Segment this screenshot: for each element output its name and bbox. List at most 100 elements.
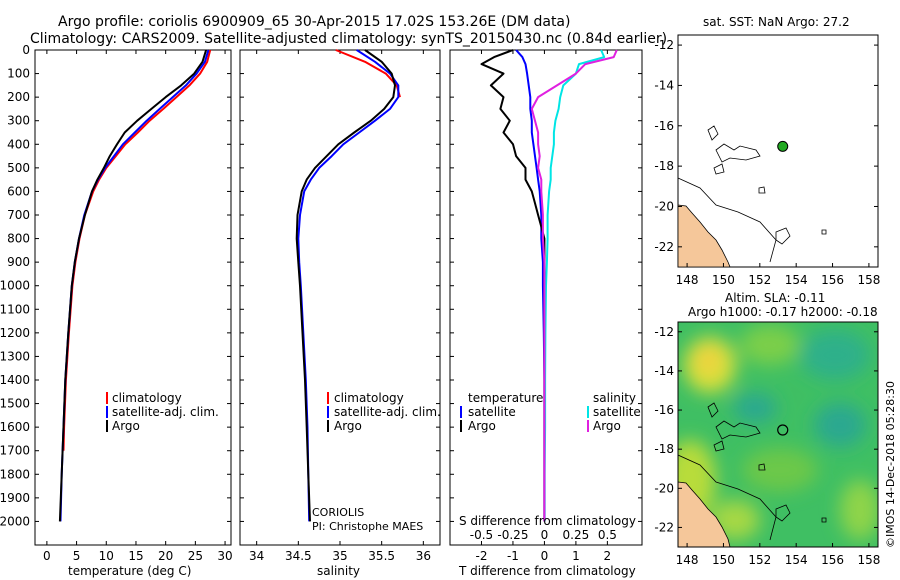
legend-header-temperature: temperature bbox=[468, 391, 543, 405]
legend-label-argo: Argo bbox=[334, 419, 362, 433]
series-line-sat_salinity bbox=[543, 49, 606, 522]
depth-tick-label: 300 bbox=[7, 114, 30, 128]
sla-map-frame bbox=[677, 321, 879, 548]
series-line-satellite bbox=[59, 49, 210, 522]
salinity-x-tick-labels: 34 34.5 35 35.5 36 bbox=[249, 549, 431, 563]
depth-tick-label: 400 bbox=[7, 137, 30, 151]
lon-tick-label: 148 bbox=[676, 273, 699, 287]
depth-tick-label: 100 bbox=[7, 67, 30, 81]
depth-tick-label: 1600 bbox=[0, 420, 30, 434]
x-tick-label: 34 bbox=[249, 549, 264, 563]
lat-tick-label: -20 bbox=[654, 481, 674, 495]
australia-coast-sst bbox=[677, 204, 731, 268]
salinity-axes-frame bbox=[239, 49, 441, 546]
salinity-ticks bbox=[240, 49, 440, 545]
lon-tick-label: 148 bbox=[676, 553, 699, 567]
depth-tick-label: 600 bbox=[7, 184, 30, 198]
depth-tick-label: 700 bbox=[7, 208, 30, 222]
lon-tick-label: 152 bbox=[748, 273, 771, 287]
series-line-argo bbox=[58, 49, 208, 522]
depth-tick-label: 900 bbox=[7, 255, 30, 269]
copyright-stamp: ©IMOS 14-Dec-2018 05:28:30 bbox=[884, 381, 897, 548]
legend-label-climatology: climatology bbox=[112, 391, 182, 405]
x-tick-label: 20 bbox=[158, 549, 173, 563]
depth-tick-label: 1700 bbox=[0, 444, 30, 458]
lon-tick-label: 158 bbox=[857, 553, 880, 567]
temperature-difference-label: T difference from climatology bbox=[458, 564, 636, 578]
lon-tick-label: 156 bbox=[821, 273, 844, 287]
lon-tick-label: 154 bbox=[785, 553, 808, 567]
argo-position-marker-sla bbox=[777, 424, 789, 436]
temperature-ticks bbox=[35, 49, 231, 545]
difference-series bbox=[480, 49, 618, 522]
depth-tick-label: 1900 bbox=[0, 491, 30, 505]
legend-label-s-satellite: satellite bbox=[593, 405, 641, 419]
difference-ticks bbox=[450, 49, 642, 545]
lon-tick-label: 158 bbox=[857, 273, 880, 287]
depth-tick-label: 0 bbox=[22, 43, 30, 57]
x-tick-label: 10 bbox=[99, 549, 114, 563]
sla-mid-patch-3 bbox=[840, 480, 878, 540]
series-line-satellite bbox=[515, 49, 546, 522]
difference-legend: temperature satellite Argo salinity sate… bbox=[460, 391, 641, 433]
legend-label-argo: Argo bbox=[112, 419, 140, 433]
x-tick-label: -1 bbox=[507, 549, 519, 563]
lon-tick-label: 156 bbox=[821, 553, 844, 567]
salinity-panel: 34 34.5 35 35.5 36 salinity climatology sate… bbox=[239, 49, 441, 578]
x-tick-label: 25 bbox=[188, 549, 203, 563]
secondary-tick-label: 0.25 bbox=[563, 528, 590, 542]
lat-tick-label: -18 bbox=[654, 442, 674, 456]
depth-tick-label: 2000 bbox=[0, 514, 30, 528]
legend-header-salinity: salinity bbox=[593, 391, 636, 405]
secondary-tick-label: -0.5 bbox=[470, 528, 493, 542]
difference-panel: -2 -1 0 1 2 -0.5 -0.25 0 0.25 0.5 S difference f… bbox=[449, 49, 643, 578]
depth-axis-labels: 0 100 200 300 400 500 600 700 800 900 1000 1100 1200… bbox=[0, 43, 30, 528]
sst-map: sat. SST: NaN Argo: 27.2 -12 -14 -16 -18 -20… bbox=[654, 15, 880, 287]
salinity-difference-label: S difference from climatology bbox=[459, 514, 636, 528]
legend-label-t-satellite: satellite bbox=[468, 405, 516, 419]
x-tick-label: 35.5 bbox=[368, 549, 395, 563]
depth-tick-label: 1500 bbox=[0, 397, 30, 411]
depth-tick-label: 1000 bbox=[0, 279, 30, 293]
legend-label-s-argo: Argo bbox=[593, 419, 621, 433]
depth-tick-label: 800 bbox=[7, 232, 30, 246]
title-line-2: Climatology: CARS2009. Satellite-adjuste… bbox=[30, 31, 667, 47]
x-tick-label: 1 bbox=[572, 549, 580, 563]
x-tick-label: -2 bbox=[475, 549, 487, 563]
salinity-difference-tick-labels: -0.5 -0.25 0 0.25 0.5 bbox=[470, 528, 617, 542]
islands-sst bbox=[707, 125, 827, 245]
depth-tick-label: 1100 bbox=[0, 302, 30, 316]
sla-map: Altim. SLA: -0.11 Argo h1000: -0.17 h200… bbox=[654, 291, 880, 567]
temperature-axes-frame bbox=[34, 49, 232, 546]
lat-tick-label: -12 bbox=[654, 325, 674, 339]
legend-label-satellite: satellite-adj. clim. bbox=[112, 405, 219, 419]
sla-peak-patch bbox=[696, 346, 720, 374]
sla-map-title-2: Argo h1000: -0.17 h2000: -0.18 bbox=[688, 305, 878, 319]
series-line-satellite bbox=[297, 49, 400, 522]
sla-lon-tick-labels: 148 150 152 154 156 158 bbox=[676, 543, 880, 567]
lat-tick-label: -18 bbox=[654, 159, 674, 173]
lon-tick-label: 154 bbox=[785, 273, 808, 287]
depth-tick-label: 500 bbox=[7, 161, 30, 175]
sla-mid-patch-2 bbox=[742, 448, 818, 492]
x-tick-label: 35 bbox=[332, 549, 347, 563]
salinity-legend: climatology satellite-adj. clim. Argo bbox=[327, 391, 441, 433]
lat-tick-label: -16 bbox=[654, 119, 674, 133]
argo-position-marker-sst bbox=[777, 140, 789, 152]
salinity-series bbox=[295, 49, 401, 522]
series-line-argo bbox=[295, 49, 396, 522]
legend-label-climatology: climatology bbox=[334, 391, 404, 405]
sla-mid-patch-1 bbox=[740, 325, 800, 365]
lat-tick-label: -14 bbox=[654, 78, 674, 92]
sla-map-title-1: Altim. SLA: -0.11 bbox=[725, 291, 825, 305]
temperature-legend: climatology satellite-adj. clim. Argo bbox=[106, 391, 219, 433]
x-tick-label: 2 bbox=[604, 549, 612, 563]
temperature-panel: 0 5 10 15 20 25 30 temperature (deg C) climato… bbox=[34, 49, 233, 578]
difference-x-tick-labels: -2 -1 0 1 2 bbox=[475, 549, 611, 563]
sla-lat-tick-labels: -12 -14 -16 -18 -20 -22 bbox=[654, 325, 878, 534]
pi-label: PI: Christophe MAES bbox=[312, 520, 423, 533]
secondary-tick-label: -0.25 bbox=[497, 528, 528, 542]
islands-sla bbox=[707, 402, 827, 523]
australia-coast-sla bbox=[678, 481, 731, 547]
x-tick-label: 15 bbox=[128, 549, 143, 563]
